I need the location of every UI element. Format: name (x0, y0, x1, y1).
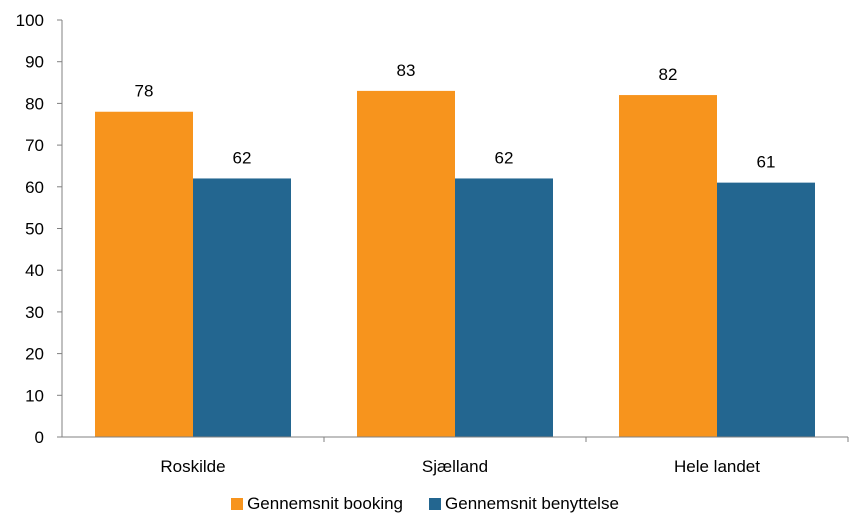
data-label-booking-0: 78 (135, 82, 154, 101)
data-label-booking-1: 83 (397, 61, 416, 80)
y-tick-label: 80 (25, 94, 44, 113)
y-tick-label: 0 (35, 428, 44, 447)
x-tick-label: Roskilde (160, 457, 225, 476)
data-label-benyttelse-1: 62 (495, 148, 514, 167)
data-label-benyttelse-0: 62 (233, 148, 252, 167)
legend-swatch-benyttelse (429, 498, 442, 510)
bar-booking-2 (619, 95, 717, 437)
y-tick-label: 30 (25, 303, 44, 322)
legend-label-booking: Gennemsnit booking (247, 494, 404, 513)
data-labels-group: 78 62 83 62 82 61 (135, 61, 776, 172)
y-tick-label: 20 (25, 345, 44, 364)
legend-item-booking: Gennemsnit booking (231, 494, 403, 514)
y-tick-label: 70 (25, 136, 44, 155)
legend: Gennemsnit booking Gennemsnit benyttelse (0, 494, 850, 514)
legend-label-benyttelse: Gennemsnit benyttelse (445, 494, 619, 513)
y-axis-ticks: 0 10 20 30 40 50 60 70 80 90 100 (16, 11, 62, 447)
y-tick-label: 50 (25, 220, 44, 239)
data-label-benyttelse-2: 61 (757, 153, 776, 172)
bar-benyttelse-1 (455, 178, 553, 437)
y-tick-label: 90 (25, 53, 44, 72)
legend-swatch-booking (231, 498, 244, 510)
x-tick-label: Sjælland (422, 457, 488, 476)
y-tick-label: 100 (16, 11, 44, 30)
x-tick-label: Hele landet (674, 457, 760, 476)
bar-chart: 0 10 20 30 40 50 60 70 80 90 100 78 62 83 62 82 61 Rosk… (16, 11, 849, 476)
y-tick-label: 10 (25, 386, 44, 405)
bar-benyttelse-2 (717, 182, 815, 437)
y-tick-label: 40 (25, 261, 44, 280)
bars-group (95, 90, 815, 438)
legend-item-benyttelse: Gennemsnit benyttelse (429, 494, 619, 514)
bar-booking-1 (357, 90, 455, 437)
x-axis-ticks: Roskilde Sjælland Hele landet (160, 437, 849, 476)
bar-benyttelse-0 (193, 178, 291, 437)
bar-booking-0 (95, 111, 193, 438)
data-label-booking-2: 82 (659, 65, 678, 84)
y-tick-label: 60 (25, 178, 44, 197)
